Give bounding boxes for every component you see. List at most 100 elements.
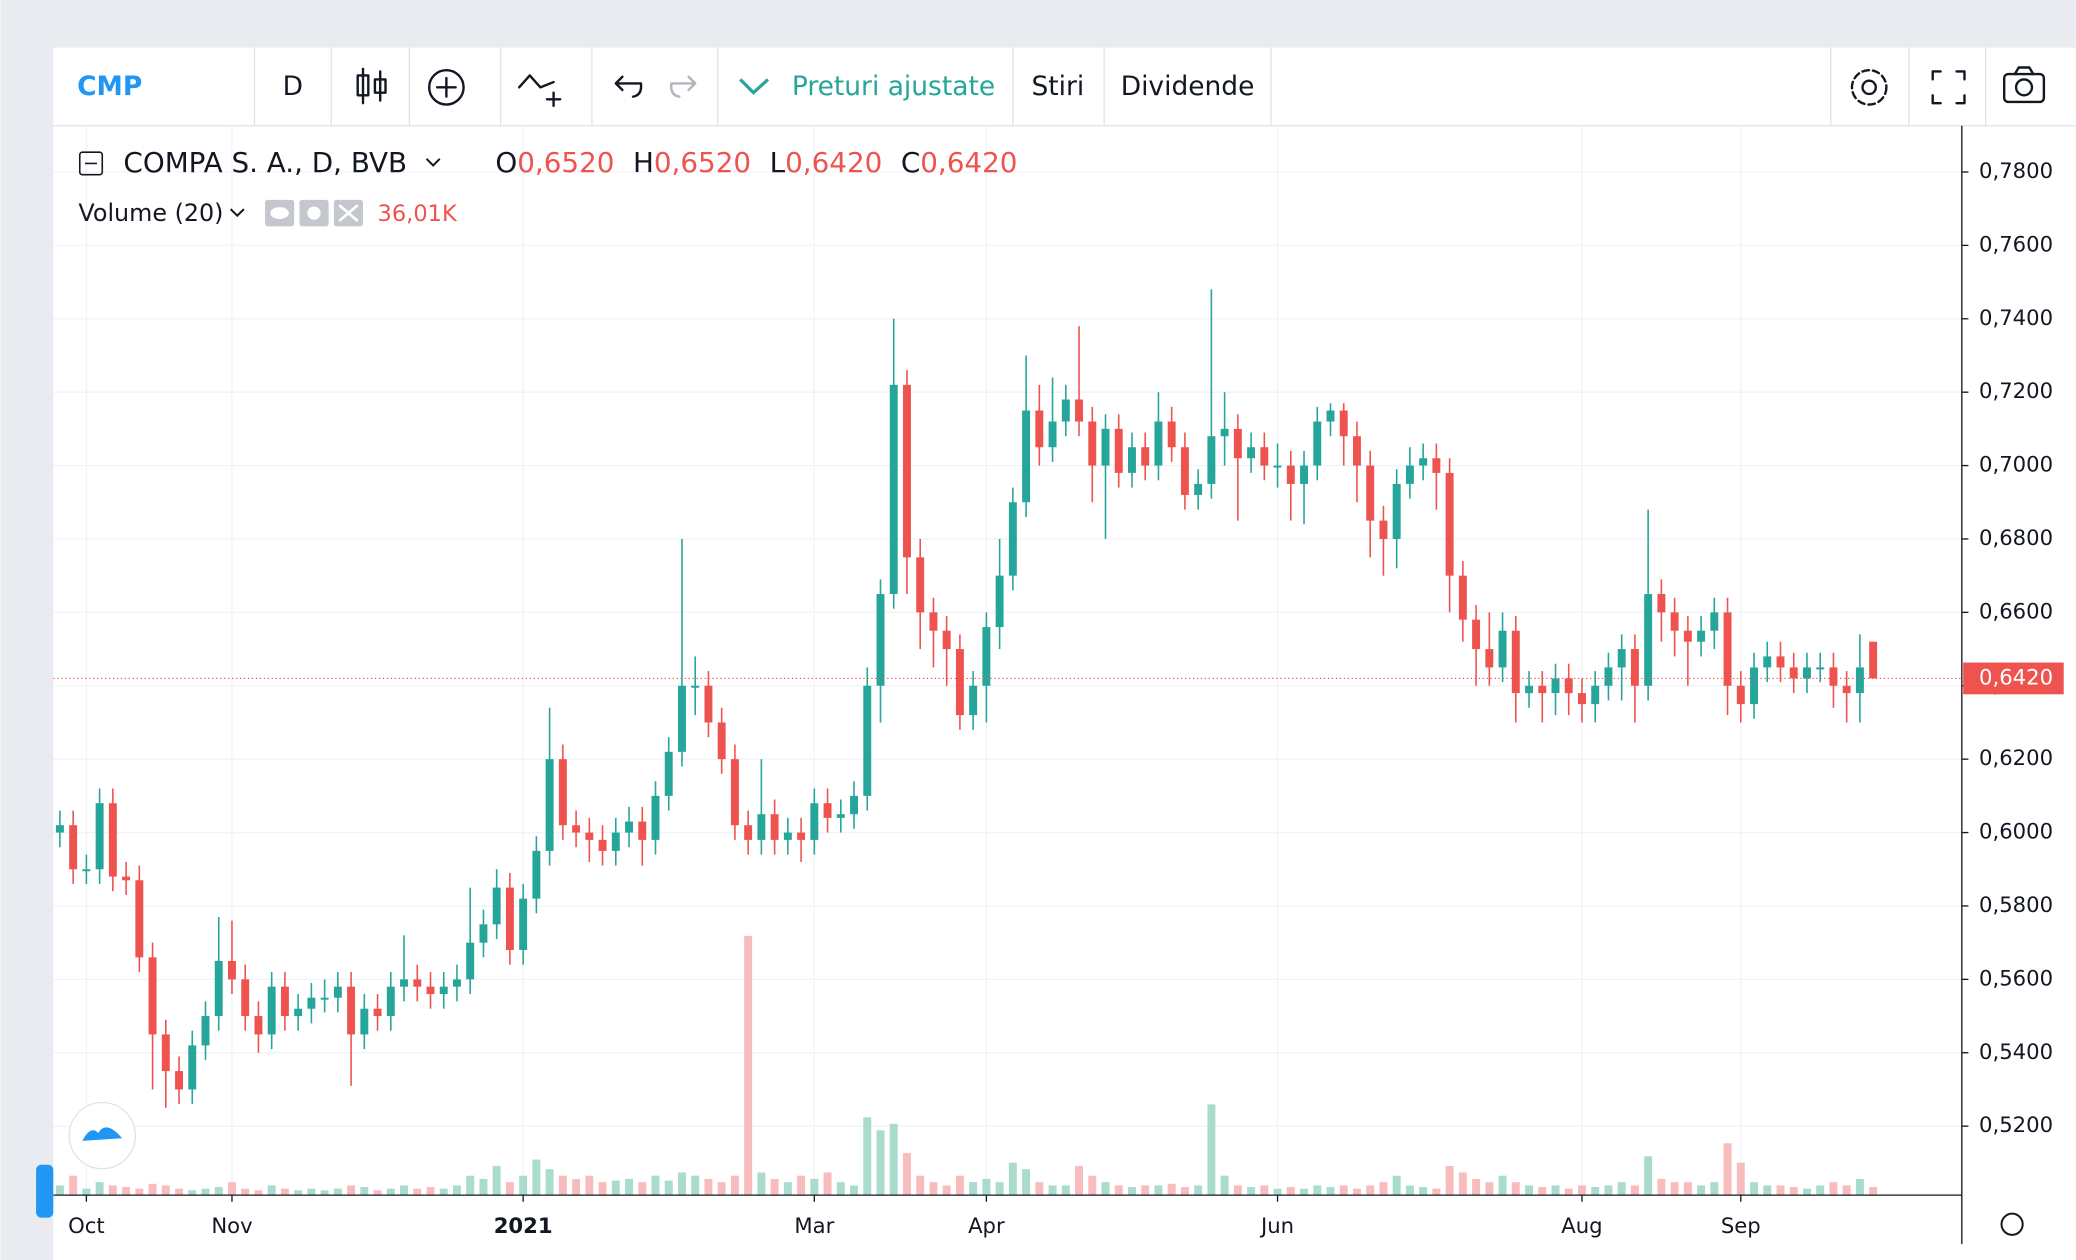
volume-bar [1114, 1185, 1123, 1196]
symbol[interactable]: CMP [77, 71, 142, 102]
candle-body [625, 821, 633, 833]
volume-bar [1379, 1182, 1388, 1196]
volume-bar [1313, 1185, 1322, 1196]
x-tick-label: Apr [968, 1213, 1005, 1238]
volume-bar [1869, 1187, 1878, 1196]
candle-body [1538, 685, 1547, 694]
y-tick-label: 0,5400 [1979, 1039, 2053, 1064]
candle-body [519, 898, 528, 950]
volume-bar [386, 1188, 395, 1196]
dividends-button[interactable]: Dividende [1121, 71, 1255, 102]
settings-dot [307, 206, 321, 220]
volume-bar [1855, 1178, 1864, 1196]
snapshot-icon[interactable] [2002, 66, 2046, 104]
volume-bar [373, 1190, 382, 1196]
candle-body [1591, 685, 1600, 705]
remove-x [338, 204, 359, 223]
volume-bar [1511, 1182, 1520, 1196]
candle-body [161, 1034, 170, 1072]
add-indicator-icon[interactable] [427, 68, 465, 106]
interval[interactable]: D [283, 71, 303, 102]
volume-bar [1167, 1183, 1176, 1196]
volume-bar [413, 1188, 422, 1196]
candle-body [1207, 436, 1216, 484]
volume-bar [1697, 1185, 1706, 1196]
volume-bar [95, 1182, 104, 1196]
settings-icon[interactable] [1850, 68, 1888, 106]
volume-bar [1750, 1182, 1758, 1196]
time-settings-icon[interactable] [2000, 1212, 2024, 1236]
volume-bar [1710, 1182, 1719, 1196]
volume-bar [1392, 1175, 1401, 1196]
ohlc-value: 0,6420 [920, 146, 1017, 179]
candle-body [744, 825, 753, 840]
volume-bar [836, 1182, 845, 1196]
candle-body [558, 759, 567, 826]
candle-body [1405, 465, 1414, 484]
candle-body [1485, 649, 1494, 668]
volume-bar [1736, 1162, 1745, 1196]
volume-bar [1776, 1185, 1785, 1196]
candle-body [850, 795, 858, 815]
volume-bar [426, 1187, 435, 1196]
candle-body [1816, 667, 1825, 670]
volume-bar [280, 1188, 289, 1196]
candle-body [1419, 458, 1428, 466]
volume-bar [850, 1185, 858, 1196]
redo-icon[interactable] [670, 75, 697, 98]
volume-bar [1154, 1185, 1163, 1196]
candle-body [797, 832, 806, 840]
candle-body [347, 986, 356, 1035]
volume-bar [1789, 1187, 1798, 1196]
ohlc-key: L [770, 146, 786, 179]
candle-body [1326, 410, 1335, 422]
eye [270, 207, 289, 220]
volume-bar [1207, 1104, 1216, 1196]
volume-title[interactable]: Volume (20) [78, 199, 223, 227]
volume-bar [1670, 1182, 1679, 1196]
volume-bar [770, 1178, 779, 1196]
volume-bar [1472, 1178, 1481, 1196]
candle-body [1260, 447, 1269, 466]
y-tick-label: 0,7000 [1979, 452, 2053, 477]
volume-bar [664, 1180, 673, 1196]
volume-bars [55, 935, 1878, 1196]
volume-bar [1339, 1185, 1348, 1196]
fullscreen-icon[interactable] [1931, 70, 1966, 105]
ohlc-key: C [901, 146, 920, 179]
volume-bar [1842, 1185, 1851, 1196]
y-tick-label: 0,5600 [1979, 965, 2053, 990]
volume-bar [638, 1182, 647, 1196]
candle-body [1617, 649, 1626, 668]
side-toggle[interactable] [36, 1164, 54, 1218]
news-button[interactable]: Stiri [1031, 71, 1084, 102]
volume-bar [1803, 1188, 1811, 1196]
volume-bar [1353, 1188, 1361, 1196]
volume-bar [175, 1188, 183, 1196]
x-tick-label: Jun [1259, 1213, 1294, 1238]
compare-icon[interactable] [517, 74, 562, 108]
series-title[interactable]: COMPA S. A., D, BVB [123, 146, 407, 179]
volume-bar [1591, 1187, 1600, 1196]
volume-bar [1061, 1185, 1070, 1196]
volume-bar [1498, 1175, 1507, 1196]
adjusted-toggle[interactable]: Preturi ajustate [792, 71, 995, 102]
volume-bar [903, 1153, 911, 1196]
volume-bar [916, 1175, 925, 1196]
volume-bar [810, 1178, 819, 1196]
volume-bar [1683, 1182, 1692, 1196]
candle-body [1498, 630, 1507, 668]
collapse-icon[interactable] [78, 151, 104, 176]
candle-body [1035, 410, 1044, 448]
candle-body [175, 1071, 183, 1090]
volume-bar [1048, 1185, 1057, 1196]
y-tick-label: 0,5800 [1979, 892, 2053, 917]
volume-bar [1644, 1156, 1653, 1196]
candle-body [532, 850, 541, 899]
volume-bar [1763, 1185, 1772, 1196]
volume-bar [1035, 1182, 1044, 1196]
candles-icon[interactable] [356, 67, 387, 105]
candle-body [1154, 421, 1163, 466]
undo-icon[interactable] [614, 75, 643, 98]
